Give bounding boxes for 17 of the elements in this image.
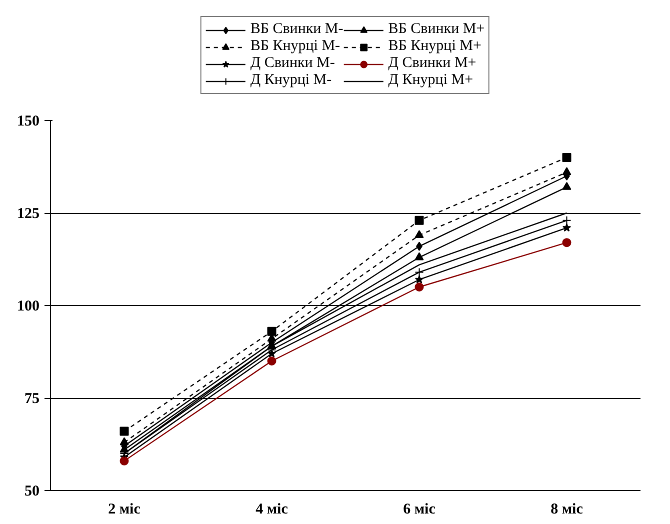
legend-label: Д Кнурці М+ bbox=[388, 72, 474, 89]
legend-label: ВБ Кнурці М- bbox=[250, 38, 340, 55]
y-tick-label: 100 bbox=[17, 298, 40, 314]
legend-label: ВБ Свинки М- bbox=[250, 21, 344, 38]
legend-label: ВБ Кнурці М+ bbox=[388, 38, 482, 55]
x-tick-label: 6 міс bbox=[403, 502, 436, 518]
legend-label: Д Свинки М- bbox=[250, 55, 335, 72]
legend-label: Д Кнурці М- bbox=[250, 72, 332, 89]
legend-label: Д Свинки М+ bbox=[388, 55, 476, 72]
x-tick-label: 2 міс bbox=[108, 502, 141, 518]
legend-label: ВБ Свинки М+ bbox=[388, 21, 485, 38]
x-tick-label: 8 міс bbox=[550, 502, 584, 518]
y-tick-label: 150 bbox=[17, 114, 40, 130]
x-tick-label: 4 міс bbox=[256, 502, 288, 518]
y-tick-label: 75 bbox=[24, 391, 40, 407]
y-tick-label: 125 bbox=[17, 206, 40, 222]
y-tick-label: 50 bbox=[24, 484, 40, 500]
